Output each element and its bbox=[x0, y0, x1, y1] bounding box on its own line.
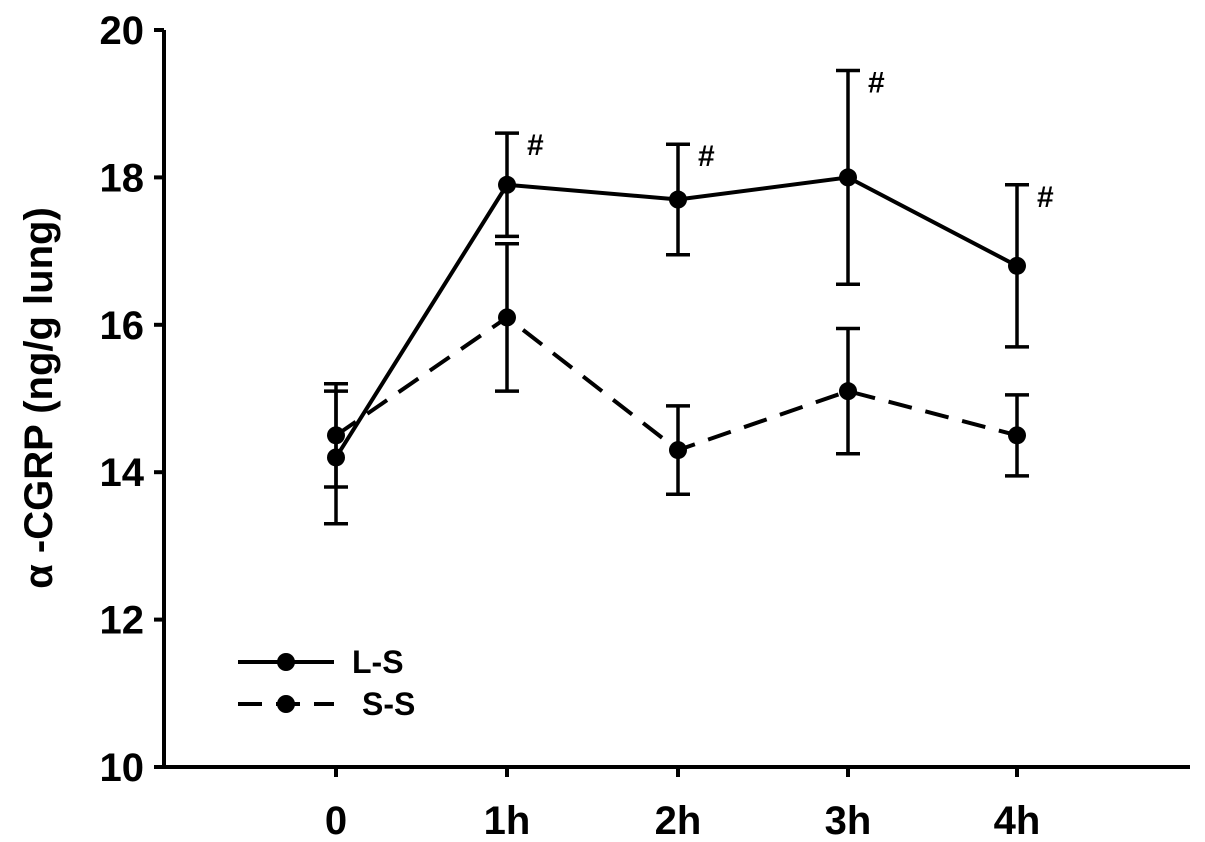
series-layer: # # # # bbox=[324, 67, 1054, 526]
y-tick-label: 16 bbox=[100, 304, 145, 348]
data-point bbox=[1008, 256, 1026, 275]
significance-marker: # bbox=[698, 140, 715, 173]
legend-label: L-S bbox=[352, 644, 404, 680]
y-axis-title: α -CGRP (ng/g lung) bbox=[17, 207, 61, 589]
significance-marker: # bbox=[527, 129, 544, 162]
x-tick-label: 0 bbox=[325, 799, 347, 842]
data-point bbox=[839, 382, 857, 401]
y-tick-label: 12 bbox=[100, 599, 145, 643]
data-point bbox=[669, 190, 687, 209]
y-axis-ticks: 10 12 14 16 18 20 bbox=[100, 9, 164, 790]
x-tick-label: 1h bbox=[484, 799, 531, 842]
x-tick-label: 4h bbox=[994, 799, 1041, 842]
y-tick-label: 20 bbox=[100, 9, 145, 53]
significance-marker: # bbox=[1037, 181, 1054, 214]
legend-marker bbox=[277, 695, 295, 713]
legend-item-s-s: S-S bbox=[238, 686, 415, 722]
x-tick-label: 3h bbox=[825, 799, 872, 842]
series-l-s: # # # # bbox=[324, 67, 1054, 526]
significance-marker: # bbox=[868, 67, 885, 100]
legend-item-l-s: L-S bbox=[238, 644, 404, 680]
series-s-s bbox=[324, 241, 1029, 497]
data-point bbox=[498, 308, 516, 327]
axes bbox=[162, 30, 1190, 769]
data-point bbox=[669, 441, 687, 460]
y-tick-label: 10 bbox=[100, 746, 145, 790]
data-point bbox=[327, 426, 345, 445]
legend-label: S-S bbox=[362, 686, 415, 722]
y-tick-label: 14 bbox=[100, 451, 145, 495]
data-point bbox=[1008, 426, 1026, 445]
legend: L-S S-S bbox=[238, 644, 415, 722]
x-axis-ticks: 0 1h 2h 3h 4h bbox=[325, 767, 1040, 842]
x-tick-label: 2h bbox=[655, 799, 702, 842]
data-point bbox=[839, 168, 857, 187]
legend-marker bbox=[277, 653, 295, 671]
data-point bbox=[498, 175, 516, 194]
y-tick-label: 18 bbox=[100, 156, 145, 200]
